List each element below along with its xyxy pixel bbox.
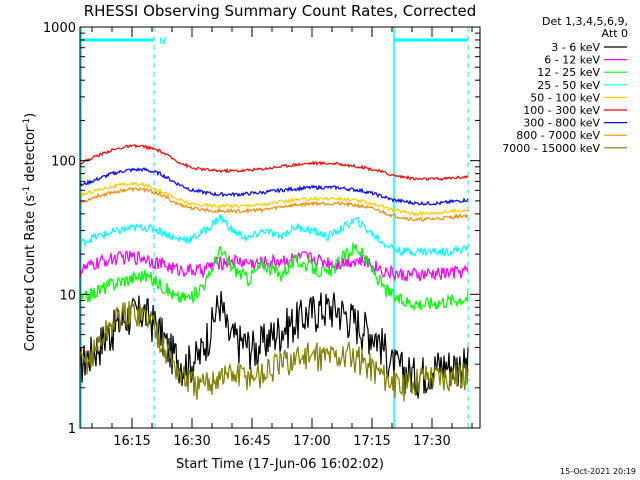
y-tick-label: 10 (59, 288, 76, 303)
y-axis-label-end: ) (23, 113, 38, 118)
series-line-2 (80, 241, 469, 311)
legend-entry-label: 300 - 800 keV (523, 117, 600, 130)
x-tick-label: 17:30 (413, 434, 450, 449)
legend-entry-label: 3 - 6 keV (551, 41, 600, 54)
series-line-8 (80, 300, 469, 402)
x-tick-label: 16:45 (233, 434, 270, 449)
legend-entry-label: 800 - 7000 keV (516, 129, 600, 142)
x-tick-label: 17:15 (353, 434, 390, 449)
series-line-1 (80, 250, 469, 282)
chart-title: RHESSI Observing Summary Count Rates, Co… (84, 2, 477, 20)
legend-entry-label: 25 - 50 keV (537, 79, 600, 92)
axes-frame (79, 26, 481, 429)
timestamp: 15-Oct-2021 20:19 (560, 467, 636, 476)
series-line-3 (80, 214, 469, 258)
y-axis-label-mid: detector (23, 126, 38, 186)
legend-entry-label: 7000 - 15000 keV (502, 142, 600, 155)
y-axis-label: Corrected Count Rate (s-1 detector-1) (22, 113, 38, 351)
x-axis-label: Start Time (17-Jun-06 16:02:02) (176, 457, 384, 472)
y-axis-label-sup2: -1 (22, 118, 32, 127)
legend-entry-label: 6 - 12 keV (544, 54, 600, 67)
y-axis-label-sup1: -1 (22, 186, 32, 195)
legend-entry-label: 50 - 100 keV (530, 91, 600, 104)
y-axis-label-main: Corrected Count Rate (s (23, 195, 38, 352)
series-line-0 (80, 291, 469, 399)
y-tick-label: 1000 (43, 21, 76, 36)
x-tick-label: 16:30 (173, 434, 210, 449)
plot-area: N 1 10 100 1000 16:15 16:30 16:45 17:00 17:15 17:3… (43, 21, 481, 449)
series-line-5 (80, 144, 469, 182)
legend-entry-label: 12 - 25 keV (537, 66, 600, 79)
series-group (80, 144, 469, 402)
x-tick-label: 16:15 (113, 434, 150, 449)
x-tick-label: 17:00 (293, 434, 330, 449)
legend-entry-label: 100 - 300 keV (523, 104, 600, 117)
series-line-4 (80, 181, 469, 217)
legend-header-line1: Det 1,3,4,5,6,9, (542, 15, 628, 28)
y-tick-label: 100 (51, 155, 76, 170)
series-line-6 (80, 167, 469, 206)
legend-header-line2: Att 0 (602, 27, 628, 40)
saa-annotation-n: N (159, 37, 166, 47)
y-tick-label: 1 (68, 422, 76, 437)
series-line-7 (80, 187, 469, 222)
